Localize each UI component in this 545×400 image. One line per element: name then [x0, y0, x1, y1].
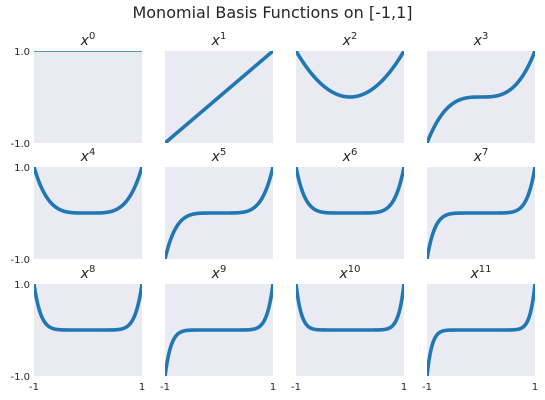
panel-x11: x11 -1 1: [422, 264, 538, 393]
panel-title-x5: x5: [211, 147, 227, 165]
y-tick-label: 1.0: [14, 163, 30, 174]
series-line-x3: [427, 51, 535, 143]
series-line-x8: [34, 284, 142, 332]
y-tick-label: -1.0: [10, 372, 30, 383]
x-tick-label: 1: [532, 382, 538, 393]
series-line-x4: [34, 167, 142, 215]
x-tick-label: 1: [270, 382, 276, 393]
panel-background: [34, 51, 142, 143]
panel-x2: x2: [296, 31, 404, 143]
panel-title-x6: x6: [342, 147, 358, 165]
panel-title-x10: x10: [338, 264, 360, 282]
series-line-x10: [296, 284, 404, 332]
x-tick-label: -1: [29, 382, 39, 393]
panel-x7: x7: [427, 147, 535, 259]
x-tick-label: 1: [401, 382, 407, 393]
panel-title-x0: x0: [80, 31, 96, 49]
y-tick-label: 1.0: [14, 280, 30, 291]
x-tick-label: -1: [422, 382, 432, 393]
y-tick-label: 1.0: [14, 47, 30, 58]
panel-x8: x8 1.0 -1.0-1 1: [10, 264, 145, 393]
panel-title-x1: x1: [211, 31, 227, 49]
figure-title: Monomial Basis Functions on [-1,1]: [132, 3, 413, 22]
panel-title-x11: x11: [469, 264, 491, 282]
x-tick-label: -1: [160, 382, 170, 393]
panel-title-x8: x8: [80, 264, 96, 282]
panel-x4: x4 1.0 -1.0: [10, 147, 142, 266]
panel-title-x9: x9: [211, 264, 227, 282]
panel-x1: x1: [165, 31, 273, 143]
panel-x0: x0 1.0 -1.0: [10, 31, 142, 150]
panel-x9: x9 -1 1: [160, 264, 276, 393]
series-line-x5: [165, 167, 273, 259]
panel-title-x2: x2: [342, 31, 358, 49]
panel-x5: x5: [165, 147, 273, 259]
x-tick-label: -1: [291, 382, 301, 393]
panel-x10: x10 -1 1: [291, 264, 407, 393]
x-tick-label: 1: [139, 382, 145, 393]
series-line-x9: [165, 284, 273, 376]
panel-title-x4: x4: [80, 147, 96, 165]
panel-title-x3: x3: [473, 31, 489, 49]
series-line-x6: [296, 167, 404, 215]
series-line-x1: [165, 51, 273, 143]
panel-x6: x6: [296, 147, 404, 259]
series-line-x11: [427, 284, 535, 376]
y-tick-label: -1.0: [10, 139, 30, 150]
panel-x3: x3: [427, 31, 535, 143]
panel-title-x7: x7: [473, 147, 489, 165]
y-tick-label: -1.0: [10, 255, 30, 266]
series-line-x7: [427, 167, 535, 259]
series-line-x2: [296, 51, 404, 99]
